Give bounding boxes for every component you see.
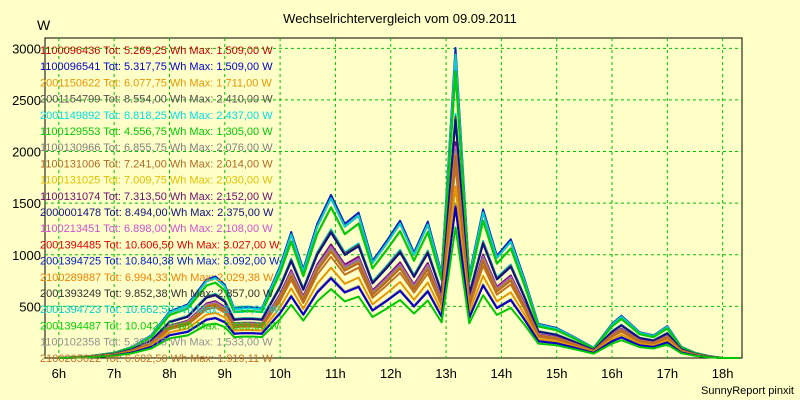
legend-entry: 1100131006 Tot: 7.241,00 Wh Max: 2.014,0… [40,158,273,170]
legend-entry: 1100130966 Tot: 6.855,75 Wh Max: 2.076,0… [40,142,273,154]
legend-entry: 2001394487 Tot: 10.042,13 Wh Max: 2.853,… [40,320,280,332]
footer-credit: SunnyReport pinxit [701,385,794,397]
legend-entry: 2001150622 Tot: 6.077,75 Wh Max: 1.711,0… [40,77,272,89]
x-tick-label: 11h [325,366,346,381]
series-line-1100096541 [58,205,740,359]
y-tick-label: 2000 [12,145,41,160]
y-axis-ticks: 500 1000 1500 2000 2500 3000 [12,41,41,314]
series-line-2000001478 [58,118,740,359]
legend-entry: 1100131025 Tot: 7.009,75 Wh Max: 2.030,0… [40,175,273,187]
x-tick-label: 7h [107,366,121,381]
y-tick-label: 2500 [12,93,41,108]
x-tick-label: 8h [162,366,176,381]
y-tick-label: 1500 [12,196,41,211]
legend-entry: 2001394723 Tot: 10.662,50 Wh Max: 3.027,… [40,304,280,316]
series-lines [58,47,740,359]
legend-entry: 2000001478 Tot: 8.494,00 Wh Max: 2.375,0… [40,207,274,219]
x-tick-label: 9h [218,366,232,381]
y-tick-label: 3000 [12,41,41,56]
legend: 1100096436 Tot: 5.269,25 Wh Max: 1.509,0… [40,45,280,365]
x-tick-label: 16h [601,366,623,381]
legend-entry: 2001393249 Tot: 9.852,38 Wh Max: 2.857,0… [40,288,274,300]
y-tick-label: 500 [19,299,41,314]
legend-entry: 1100131074 Tot: 7.313,50 Wh Max: 2.152,0… [40,191,273,203]
legend-entry: 2001149892 Tot: 8.818,25 Wh Max: 2.437,0… [40,110,273,122]
legend-entry: 2001394485 Tot: 10.606,50 Wh Max: 3.027,… [40,239,280,251]
legend-entry: 1100129553 Tot: 4.556,75 Wh Max: 1.305,0… [40,126,273,138]
x-tick-label: 15h [546,366,568,381]
legend-entry: 1100213451 Tot: 6.898,00 Wh Max: 2.108,0… [40,223,273,235]
x-tick-label: 10h [269,366,291,381]
series-line-2001150622 [58,185,740,359]
legend-entry: 2100289887 Tot: 6.994,33 Wh Max: 2.029,3… [40,272,274,284]
legend-entry: 2001394725 Tot: 10.840,38 Wh Max: 3.092,… [40,256,280,268]
legend-entry: 1100096436 Tot: 5.269,25 Wh Max: 1.509,0… [40,45,273,57]
x-tick-label: 6h [52,366,66,381]
y-axis-label: W [37,17,51,33]
legend-entry: 2001154799 Tot: 8.554,00 Wh Max: 2.410,0… [40,94,273,106]
x-tick-label: 17h [656,366,678,381]
x-tick-label: 18h [712,366,734,381]
series-line-1100129553 [58,226,740,359]
chart-title: Wechselrichtervergleich vom 09.09.2011 [283,11,517,26]
series-line-2001394723 [58,53,740,359]
series-line-2100285622 [58,164,740,359]
x-axis-ticks: 6h 7h 8h 9h 10h 11h 12h 13h 14h 15h 16h 17h 18h [52,366,734,381]
x-tick-label: 13h [435,366,457,381]
x-tick-label: 14h [491,366,513,381]
legend-entry: 1100102358 Tot: 5.304,75 Wh Max: 1.533,0… [40,337,273,349]
legend-entry: 1100096541 Tot: 5.317,75 Wh Max: 1.509,0… [40,61,273,73]
x-tick-label: 12h [380,366,402,381]
y-tick-label: 1000 [12,248,41,263]
legend-entry: 2100285622 Tot: 6.602,50 Wh Max: 1.919,1… [40,353,273,365]
series-line-2001394487 [58,71,740,359]
